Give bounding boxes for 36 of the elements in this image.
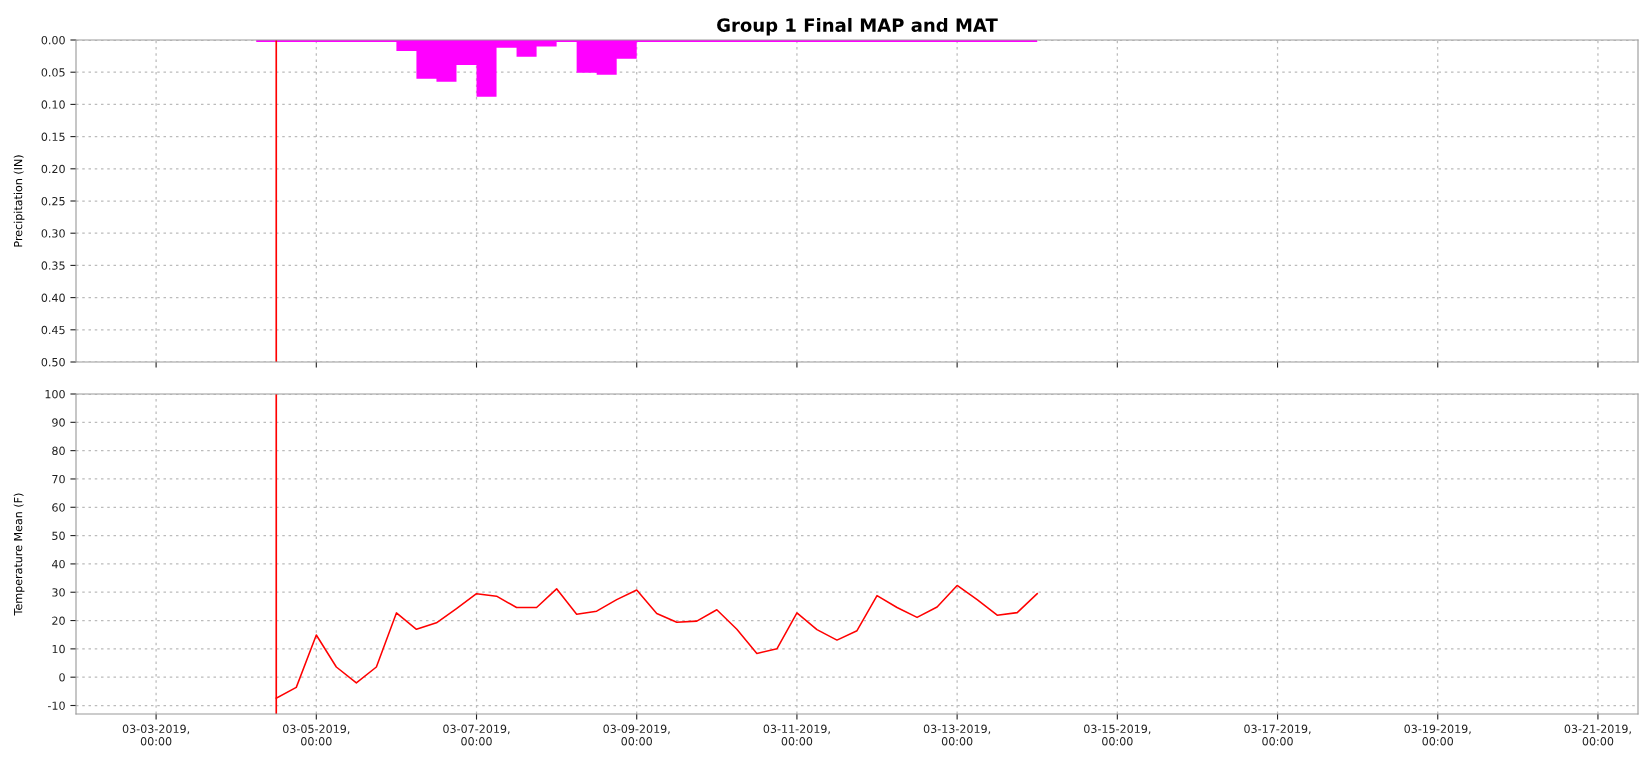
y-tick-label: 90 xyxy=(52,418,65,427)
y-tick-label: 0 xyxy=(59,673,65,682)
y-tick-label: 0.10 xyxy=(41,100,65,109)
x-tick-label: 03-05-2019, 00:00 xyxy=(282,724,350,746)
y-tick-label: 10 xyxy=(52,644,65,654)
y-tick-label: 60 xyxy=(52,503,65,512)
y-tick-label: 0.20 xyxy=(41,164,65,174)
y-tick-label: -10 xyxy=(47,701,65,710)
y-tick-label: 50 xyxy=(52,531,65,540)
chart-title: Group 1 Final MAP and MAT xyxy=(717,17,998,36)
x-tick-label: 03-21-2019, 00:00 xyxy=(1564,724,1631,746)
y-tick-label: 0.05 xyxy=(41,68,65,77)
y-tick-label: 40 xyxy=(51,559,65,569)
x-tick-label: 03-13-2019, 00:00 xyxy=(923,724,991,746)
y-axis-title: Temperature Mean (F) xyxy=(13,493,25,616)
x-tick-label: 03-03-2019, 00:00 xyxy=(122,724,190,746)
x-tick-label: 03-19-2019, 00:00 xyxy=(1404,724,1471,746)
y-tick-label: 100 xyxy=(45,389,65,399)
y-tick-label: 0.25 xyxy=(41,196,65,206)
y-tick-label: 0.45 xyxy=(41,325,65,335)
y-tick-label: 30 xyxy=(52,588,65,597)
y-tick-label: 70 xyxy=(52,474,65,484)
y-tick-label: 0.50 xyxy=(41,357,65,367)
y-tick-label: 0.15 xyxy=(41,132,65,141)
y-tick-label: 20 xyxy=(52,616,65,625)
x-tick-label: 03-07-2019, 00:00 xyxy=(443,724,510,746)
y-tick-label: 0.35 xyxy=(41,261,65,270)
y-axis-title: Precipitation (IN) xyxy=(13,155,25,247)
x-tick-label: 03-15-2019, 00:00 xyxy=(1084,724,1151,746)
y-tick-label: 0.30 xyxy=(41,229,65,238)
x-tick-label: 03-09-2019, 00:00 xyxy=(603,724,670,746)
x-tick-label: 03-17-2019, 00:00 xyxy=(1244,724,1311,746)
y-tick-label: 0.00 xyxy=(41,35,65,45)
y-tick-label: 0.40 xyxy=(41,293,65,302)
x-tick-label: 03-11-2019, 00:00 xyxy=(763,724,830,746)
y-tick-label: 80 xyxy=(52,446,65,456)
